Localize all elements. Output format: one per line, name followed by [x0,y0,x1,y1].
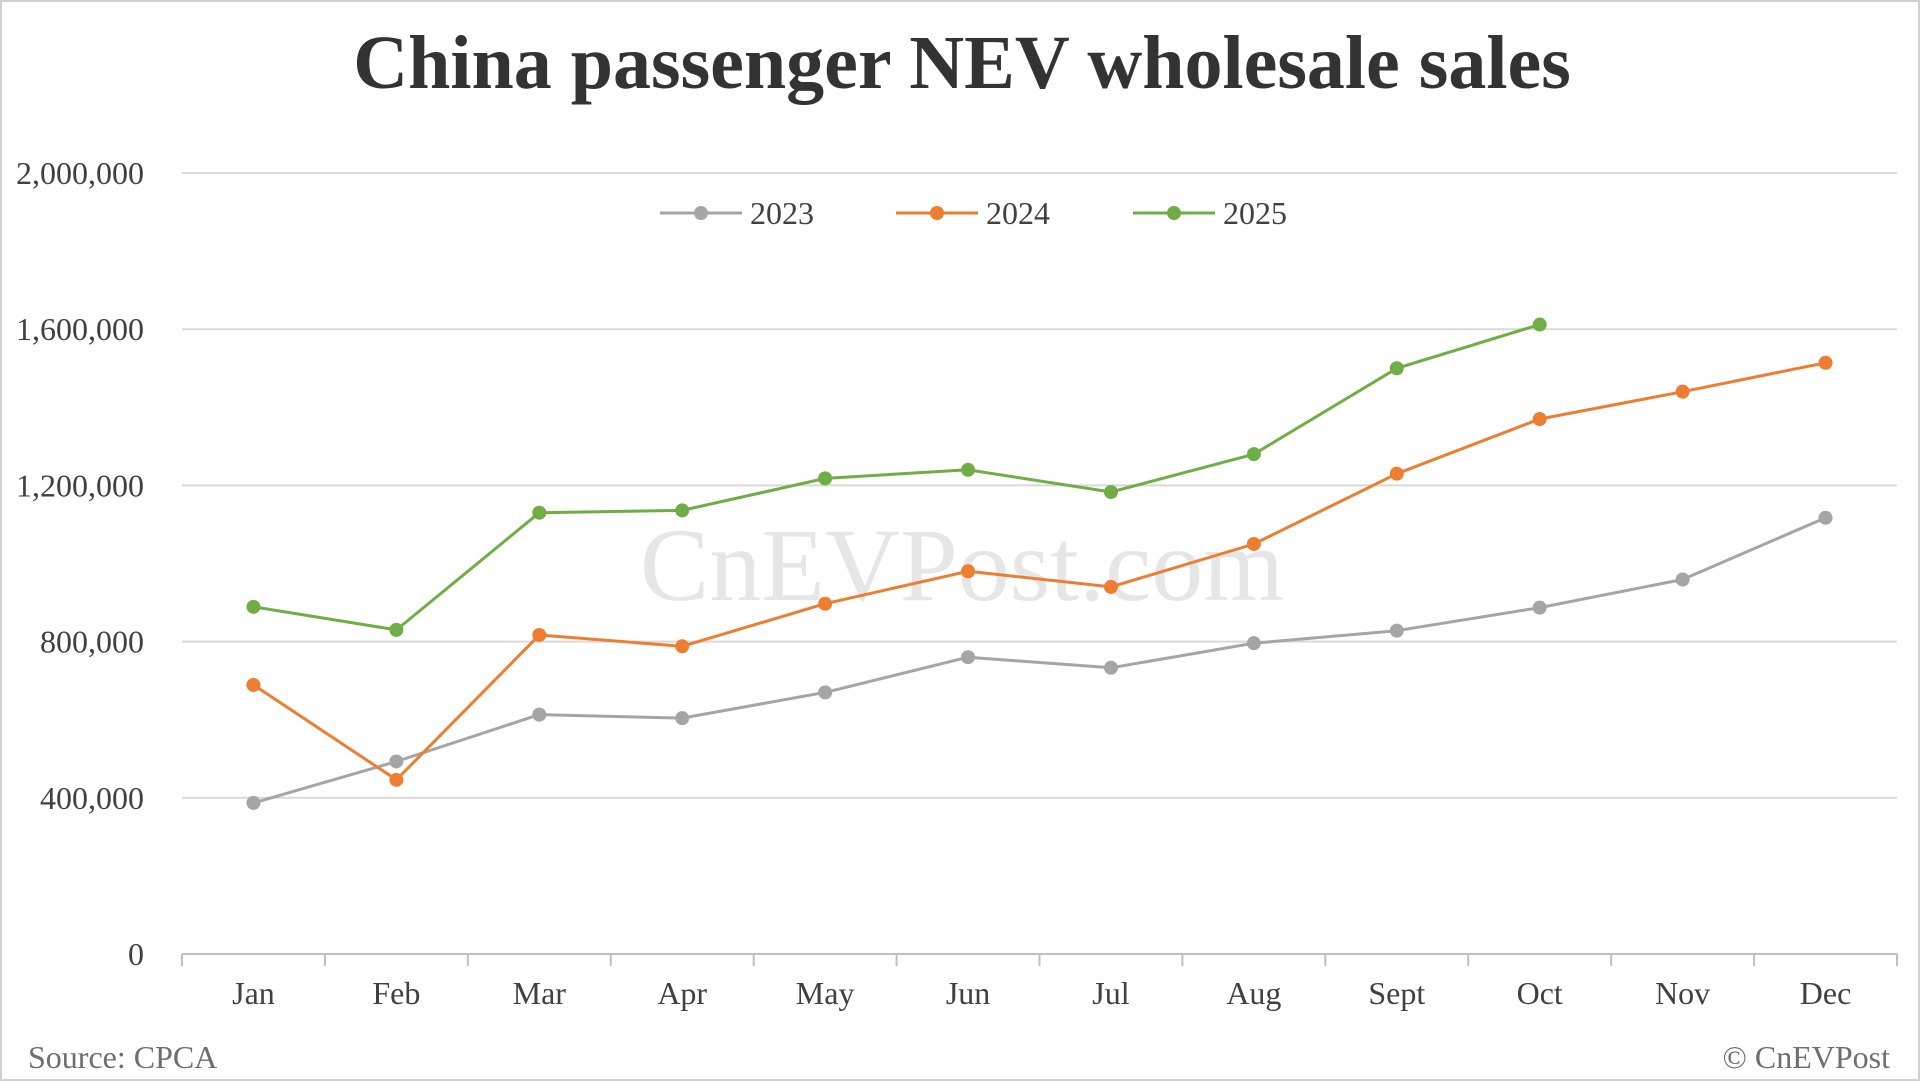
data-point-2025 [1532,317,1547,332]
data-point-2023 [1389,623,1404,638]
x-tick-label: Feb [372,975,420,1011]
data-point-2023 [1818,510,1833,525]
series-line-2023 [253,516,1827,805]
legend-marker-2025 [1167,206,1181,220]
series-line-2025 [253,323,1541,632]
x-tick-label: May [796,975,855,1011]
x-axis [181,953,1898,966]
y-tick-label: 1,200,000 [16,467,144,503]
data-point-2023 [1532,600,1547,615]
data-point-2024 [246,677,261,692]
data-point-2024 [1103,579,1118,594]
gridlines [182,172,1897,799]
x-tick-label: Mar [513,975,567,1011]
legend: 2023 2024 2025 [660,195,1287,231]
data-point-2025 [1103,485,1118,500]
y-tick-label: 400,000 [40,780,144,816]
copyright-text: © CnEVPost [1723,1039,1891,1075]
legend-label-2023: 2023 [750,195,814,231]
data-point-2025 [818,471,833,486]
x-tick-label: Jan [232,975,275,1011]
data-point-2024 [1532,412,1547,427]
data-point-2024 [532,627,547,642]
x-tick-label: Dec [1800,975,1852,1011]
data-point-2025 [246,599,261,614]
data-point-2025 [961,462,976,477]
legend-marker-2023 [694,206,708,220]
legend-marker-2024 [930,206,944,220]
x-axis-tick-labels: Jan Feb Mar Apr May Jun Jul Aug Sept Oct Nov Dec [232,975,1851,1011]
x-tick-label: Sept [1368,975,1425,1011]
x-tick-label: Aug [1226,975,1281,1011]
series-line-2024 [252,361,1826,782]
data-point-2024 [1246,536,1261,551]
x-tick-label: Jul [1092,975,1129,1011]
data-point-2023 [246,795,261,810]
data-point-2024 [961,564,976,579]
y-tick-label: 2,000,000 [16,155,144,191]
y-axis-tick-labels: 0 400,000 800,000 1,200,000 1,600,000 2,000,0… [16,155,144,972]
data-point-2025 [1389,361,1404,376]
watermark-text: CnEVPost.com [640,508,1284,623]
data-point-2023 [675,711,690,726]
data-point-2025 [1246,447,1261,462]
data-point-2024 [818,596,833,611]
data-point-2025 [389,622,404,637]
data-point-2023 [961,650,976,665]
data-point-2023 [818,685,833,700]
chart-title: China passenger NEV wholesale sales [353,21,1571,105]
y-tick-label: 800,000 [40,624,144,660]
data-point-2023 [1103,660,1118,675]
x-tick-label: Apr [657,975,707,1011]
x-tick-label: Oct [1517,975,1563,1011]
data-point-2023 [532,707,547,722]
data-point-2023 [1246,636,1261,651]
data-point-2025 [675,503,690,518]
series-lines [246,317,1833,810]
source-text: Source: CPCA [28,1039,217,1075]
x-tick-label: Jun [946,975,990,1011]
data-point-2024 [1675,384,1690,399]
y-tick-label: 0 [128,936,144,972]
data-point-2024 [1818,355,1833,370]
legend-label-2024: 2024 [986,195,1050,231]
legend-label-2025: 2025 [1223,195,1287,231]
y-tick-label: 1,600,000 [16,311,144,347]
x-tick-label: Nov [1655,975,1710,1011]
data-point-2023 [1675,572,1690,587]
data-point-2023 [389,754,404,769]
data-point-2024 [675,639,690,654]
data-point-2024 [1389,466,1404,481]
data-point-2025 [532,505,547,520]
data-point-2024 [389,772,404,787]
